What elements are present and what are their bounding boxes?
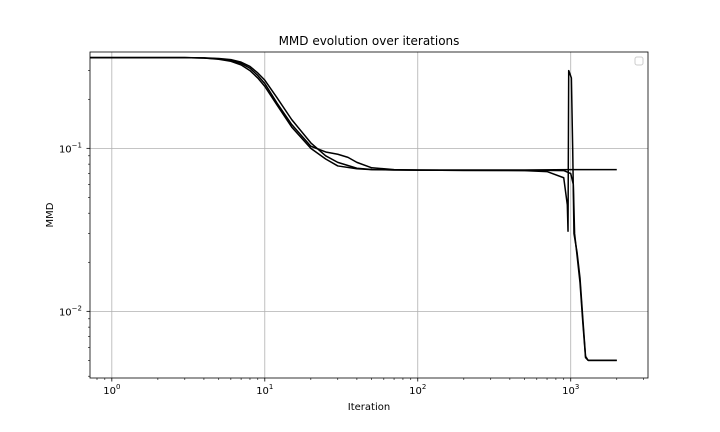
series-line-3	[90, 56, 617, 362]
plot-frame	[89, 51, 649, 379]
x-tick-label: 103	[562, 383, 579, 397]
x-axis-label: Iteration	[348, 402, 390, 413]
minor-ticks	[88, 70, 645, 380]
chart-title: MMD evolution over iterations	[279, 34, 460, 48]
grid	[90, 52, 648, 378]
x-tick-label: 102	[409, 383, 426, 397]
legend-box	[634, 56, 644, 66]
x-tick-label: 101	[256, 383, 273, 397]
series-group	[90, 56, 617, 362]
y-tick-label: 10−1	[59, 141, 82, 155]
y-tick-label: 10−2	[59, 304, 82, 318]
major-ticks: 100 101 102 103 10−2 10−1	[59, 141, 579, 397]
y-axis-label: MMD	[45, 202, 56, 227]
x-tick-label: 100	[103, 383, 120, 397]
